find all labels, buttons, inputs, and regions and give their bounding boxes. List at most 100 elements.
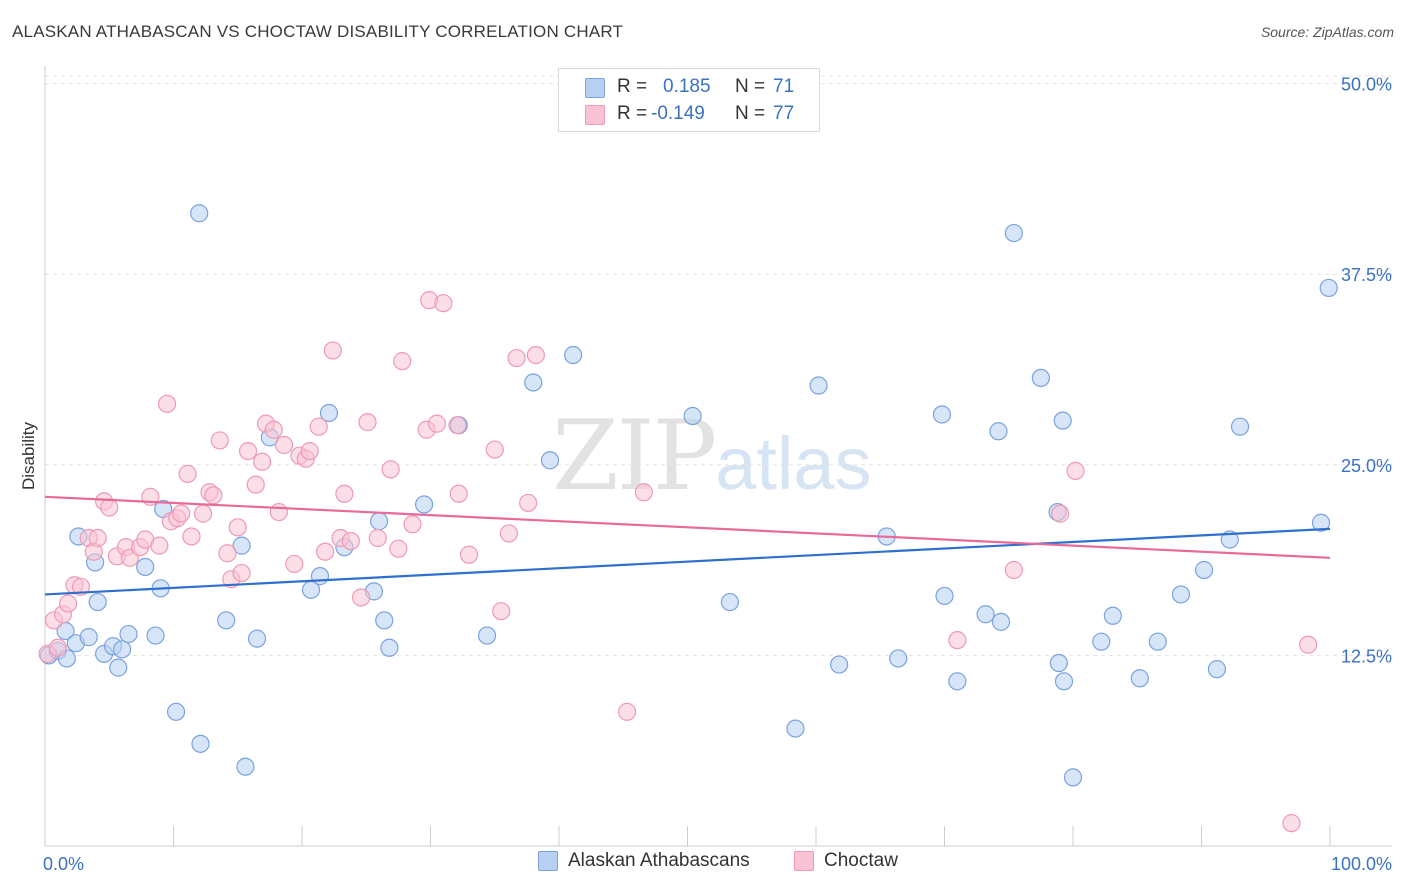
trendline-alaskan-athabascans: [44, 527, 1331, 596]
point-choctaw: [253, 452, 272, 471]
point-alaskan-athabascans: [88, 592, 107, 612]
point-alaskan-athabascans: [1049, 653, 1068, 673]
point-choctaw: [228, 518, 247, 537]
point-alaskan-athabascans: [1148, 632, 1167, 651]
point-choctaw: [368, 528, 387, 548]
point-alaskan-athabascans: [809, 376, 828, 395]
point-alaskan-athabascans: [1171, 585, 1191, 604]
point-choctaw: [193, 504, 213, 523]
chart-title: ALASKAN ATHABASCAN VS CHOCTAW DISABILITY…: [12, 22, 624, 41]
n-label: N =: [735, 103, 766, 124]
point-choctaw: [100, 498, 119, 517]
point-alaskan-athabascans: [720, 592, 740, 612]
point-alaskan-athabascans: [1053, 411, 1072, 430]
point-choctaw: [316, 542, 335, 561]
point-choctaw: [59, 594, 78, 613]
point-choctaw: [210, 431, 229, 450]
point-alaskan-athabascans: [830, 655, 849, 674]
point-alaskan-athabascans: [1031, 368, 1050, 388]
blue-swatch-icon: [538, 851, 558, 871]
point-alaskan-athabascans: [217, 611, 236, 630]
point-alaskan-athabascans: [146, 626, 165, 645]
point-alaskan-athabascans: [524, 373, 543, 392]
point-choctaw: [403, 515, 422, 534]
point-choctaw: [323, 341, 342, 360]
point-choctaw: [492, 602, 511, 621]
point-alaskan-athabascans: [976, 605, 995, 624]
point-alaskan-athabascans: [310, 567, 330, 586]
point-alaskan-athabascans: [319, 403, 339, 423]
point-alaskan-athabascans: [1130, 669, 1149, 688]
legend-label: Choctaw: [824, 850, 898, 871]
point-choctaw: [1051, 504, 1070, 523]
r-label: R =: [617, 103, 648, 124]
point-alaskan-athabascans: [1004, 223, 1023, 243]
point-choctaw: [238, 441, 258, 461]
point-alaskan-athabascans: [540, 451, 560, 470]
point-choctaw: [157, 394, 177, 413]
point-choctaw: [448, 416, 467, 435]
x-tick-label: 0.0%: [43, 854, 84, 874]
point-choctaw: [381, 460, 400, 479]
point-alaskan-athabascans: [991, 612, 1011, 631]
point-alaskan-athabascans: [564, 345, 583, 365]
point-choctaw: [389, 539, 408, 558]
y-tick-label: 12.5%: [1341, 646, 1392, 666]
point-alaskan-athabascans: [109, 658, 128, 677]
pink-swatch-icon: [585, 105, 605, 125]
point-alaskan-athabascans: [232, 536, 251, 555]
n-value: 77: [773, 103, 795, 124]
point-alaskan-athabascans: [1207, 660, 1227, 679]
r-value: -0.149: [651, 103, 705, 124]
point-alaskan-athabascans: [477, 626, 497, 645]
point-choctaw: [48, 638, 67, 657]
point-choctaw: [341, 531, 360, 551]
point-alaskan-athabascans: [1103, 606, 1122, 625]
legend-label: Alaskan Athabascans: [568, 850, 750, 871]
point-choctaw: [269, 502, 288, 522]
point-choctaw: [634, 483, 653, 502]
point-choctaw: [1066, 461, 1085, 481]
point-choctaw: [485, 440, 504, 459]
point-choctaw: [1004, 560, 1023, 580]
point-alaskan-athabascans: [79, 628, 98, 647]
point-alaskan-athabascans: [1319, 278, 1338, 298]
point-choctaw: [264, 420, 283, 439]
point-choctaw: [507, 348, 526, 368]
point-alaskan-athabascans: [370, 512, 389, 531]
point-alaskan-athabascans: [989, 422, 1008, 441]
point-alaskan-athabascans: [375, 611, 394, 630]
y-tick-label: 50.0%: [1341, 75, 1392, 95]
point-choctaw: [519, 493, 538, 513]
point-choctaw: [204, 486, 223, 505]
point-alaskan-athabascans: [112, 640, 132, 659]
point-choctaw: [182, 527, 201, 546]
point-choctaw: [218, 544, 237, 563]
y-axis-label: Disability: [19, 421, 38, 490]
point-alaskan-athabascans: [247, 629, 267, 648]
legend-item-choctaw[interactable]: Choctaw: [794, 850, 898, 872]
point-alaskan-athabascans: [136, 557, 155, 577]
point-choctaw: [246, 475, 265, 494]
point-choctaw: [300, 441, 319, 461]
point-alaskan-athabascans: [683, 406, 702, 426]
watermark-atlas: atlas: [715, 422, 872, 505]
stats-box: R = 0.185 N = 71 R = -0.149 N = 77: [558, 68, 820, 132]
x-tick-label: 100.0%: [1331, 854, 1392, 874]
point-alaskan-athabascans: [948, 672, 967, 691]
point-alaskan-athabascans: [119, 624, 138, 644]
point-choctaw: [352, 588, 371, 607]
point-alaskan-athabascans: [1230, 417, 1250, 436]
point-choctaw: [309, 417, 328, 436]
point-alaskan-athabascans: [786, 719, 805, 738]
point-choctaw: [172, 504, 191, 523]
point-alaskan-athabascans: [236, 757, 255, 776]
point-choctaw: [232, 563, 251, 583]
point-choctaw: [427, 414, 447, 433]
point-alaskan-athabascans: [166, 702, 186, 721]
legend-item-alaskan-athabascans[interactable]: Alaskan Athabascans: [538, 850, 750, 872]
r-value: 0.185: [663, 76, 711, 97]
point-choctaw: [459, 545, 479, 564]
blue-swatch-icon: [585, 78, 605, 98]
